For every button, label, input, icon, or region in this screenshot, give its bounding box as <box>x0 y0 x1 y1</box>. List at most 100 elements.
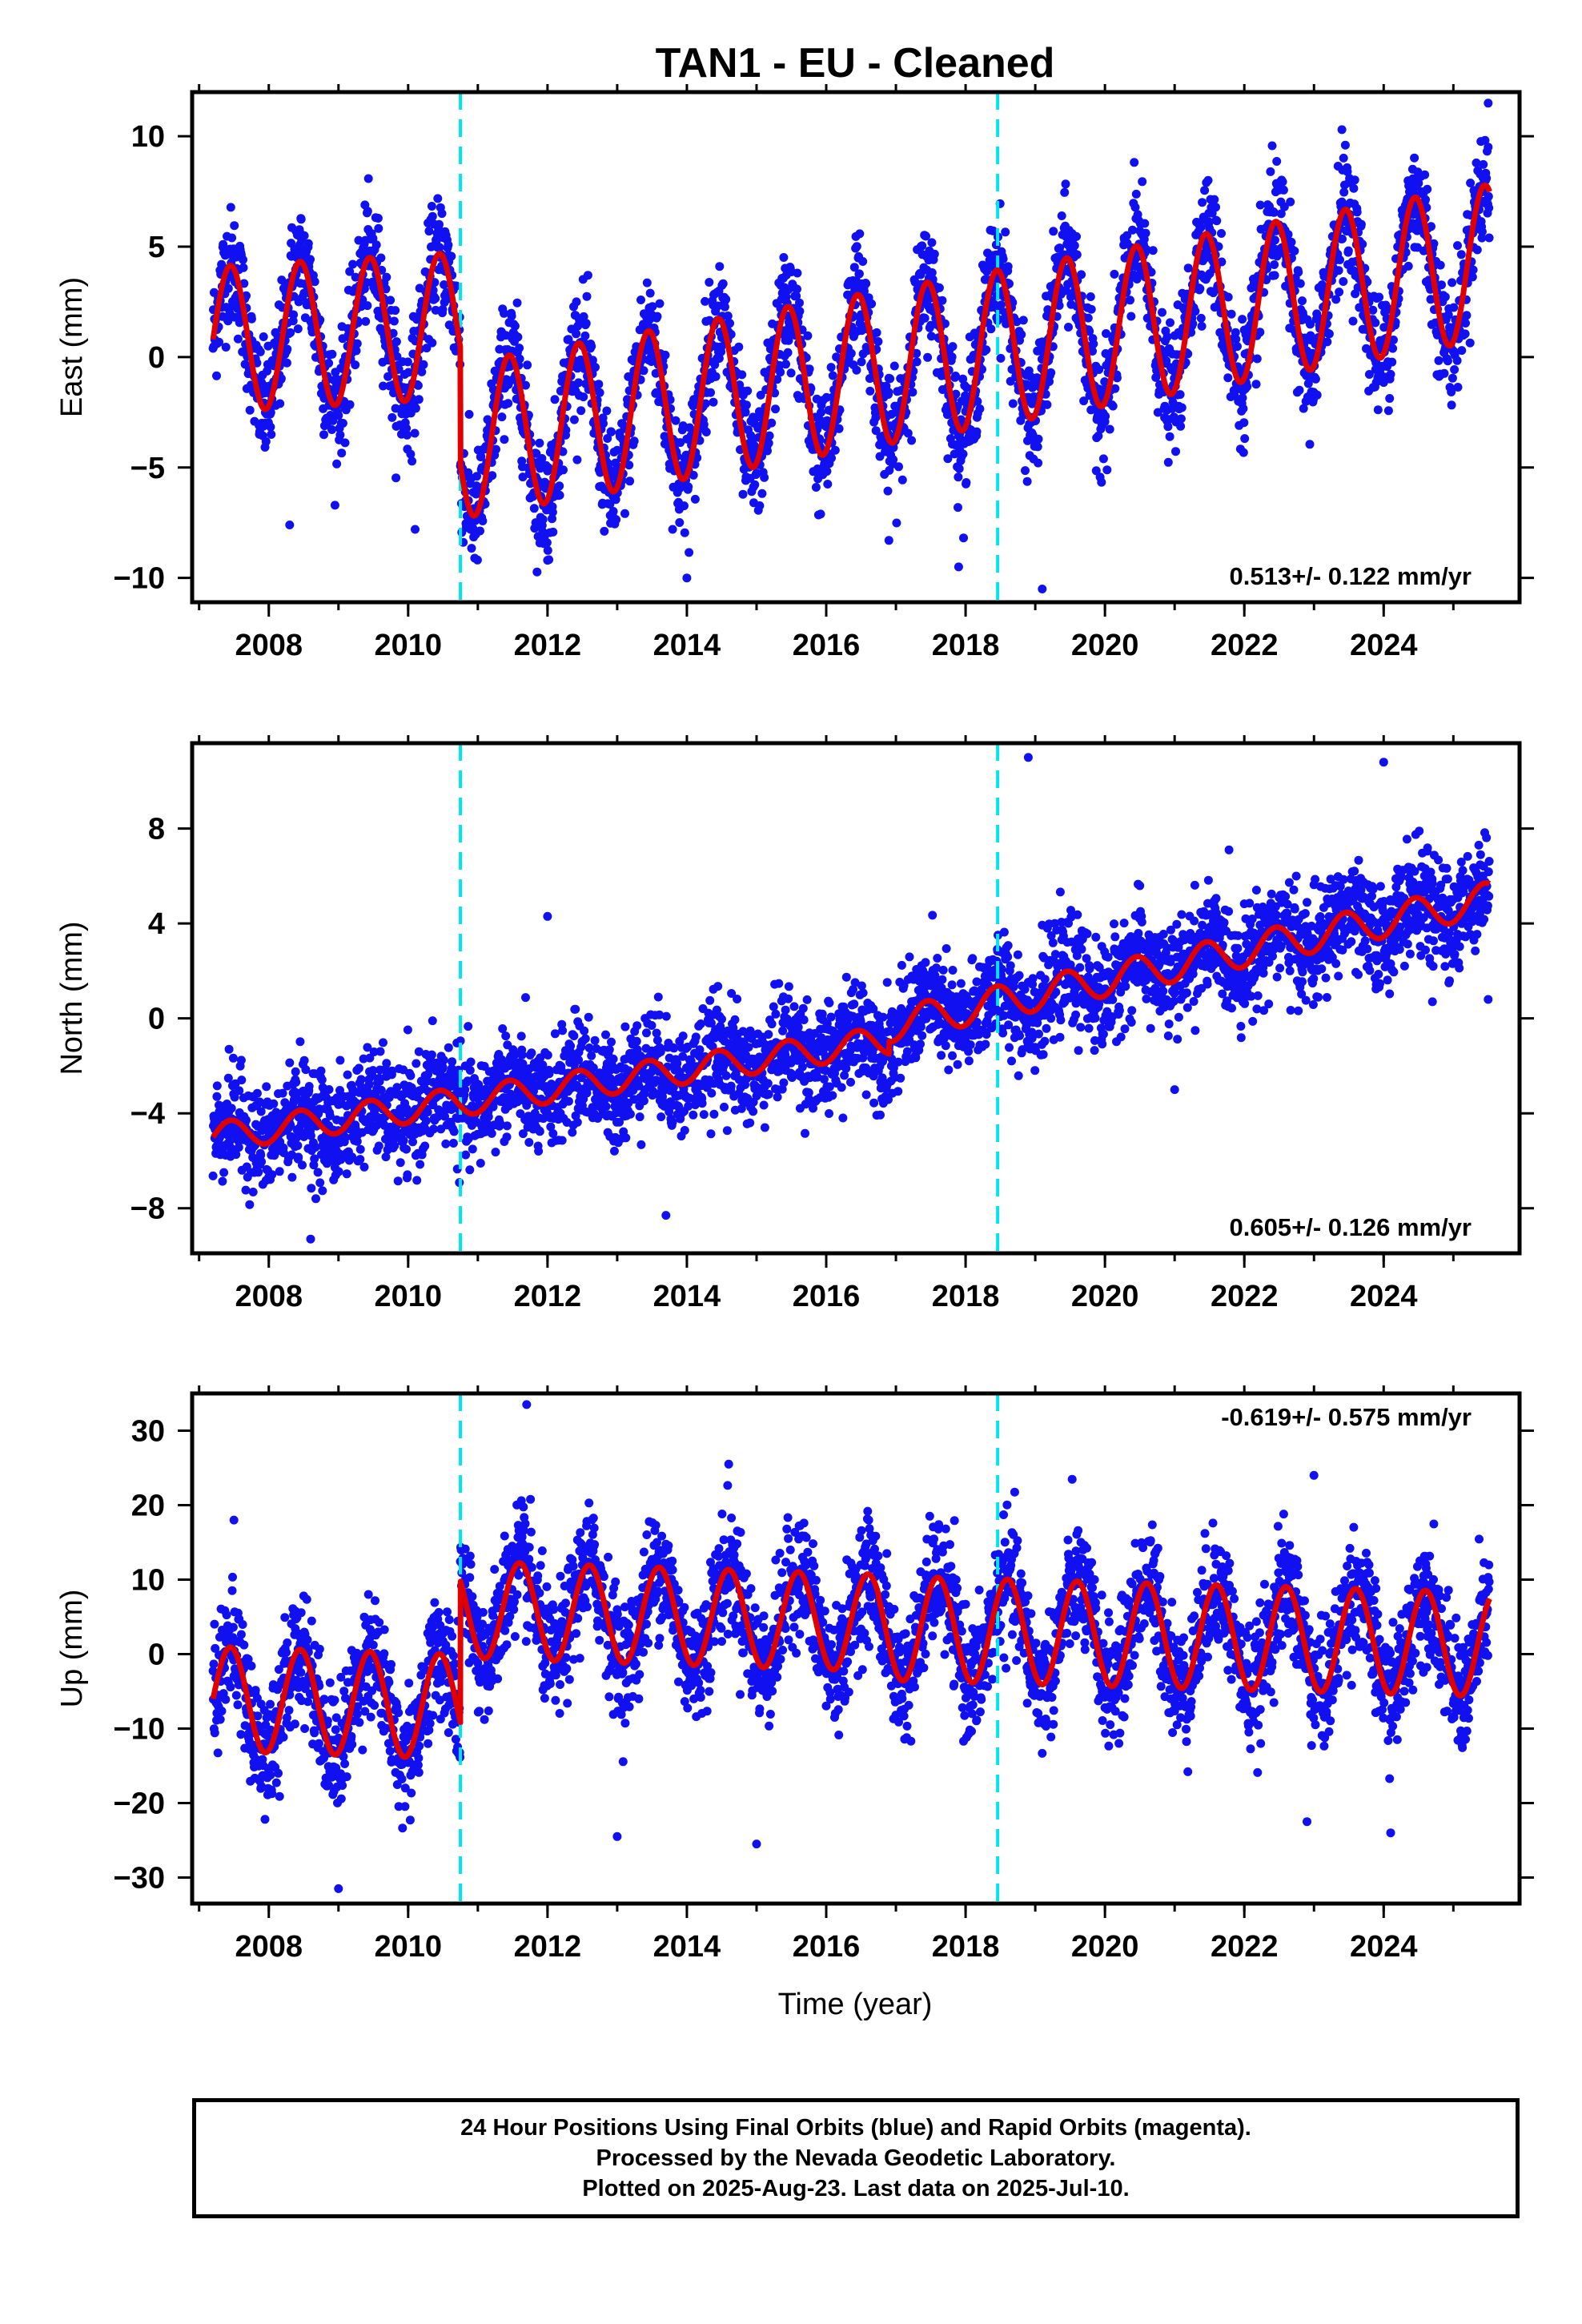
east-data-point <box>972 427 982 436</box>
east-data-point <box>1227 309 1236 319</box>
east-data-point <box>1003 262 1013 271</box>
east-data-point <box>403 357 412 367</box>
east-data-point <box>793 268 802 278</box>
east-data-point <box>655 299 665 308</box>
east-data-point <box>1450 365 1460 374</box>
north-data-point <box>218 1176 227 1186</box>
east-data-point <box>954 464 964 473</box>
east-data-point <box>1176 421 1186 431</box>
east-data-point <box>1461 319 1470 328</box>
east-data-point <box>1468 265 1478 275</box>
east-data-point <box>705 278 714 287</box>
east-data-point <box>1423 184 1432 194</box>
north-data-point <box>608 1054 618 1063</box>
east-data-point <box>1166 318 1174 328</box>
east-data-point <box>1352 207 1362 217</box>
east-data-point <box>391 337 401 347</box>
east-data-point <box>858 257 868 266</box>
east-data-point <box>1061 179 1070 189</box>
north-data-point <box>632 1036 641 1046</box>
north-data-point <box>254 1168 263 1177</box>
north-data-point <box>557 1136 567 1145</box>
east-data-point <box>1373 405 1383 415</box>
east-data-point <box>504 399 513 408</box>
east-data-point <box>332 459 342 468</box>
east-data-point <box>645 288 655 298</box>
east-data-point <box>1447 373 1457 383</box>
north-data-point <box>228 1053 238 1063</box>
east-data-point <box>1298 296 1307 306</box>
east-data-point <box>1386 369 1395 379</box>
east-data-point <box>1089 339 1098 348</box>
east-data-point <box>846 348 856 358</box>
east-data-point <box>873 337 883 346</box>
north-data-point <box>412 1176 422 1185</box>
east-data-point <box>1279 185 1288 195</box>
east-data-point <box>555 481 564 491</box>
east-data-point <box>334 411 343 420</box>
east-data-point <box>883 486 893 496</box>
east-data-point <box>861 279 871 288</box>
east-data-point <box>363 301 372 311</box>
east-data-point <box>684 482 693 492</box>
east-data-point <box>1435 260 1445 270</box>
east-data-point <box>227 233 237 243</box>
east-data-point <box>959 533 968 543</box>
east-data-point <box>1388 344 1398 353</box>
north-data-point <box>396 1158 405 1168</box>
east-data-point <box>1018 316 1028 325</box>
east-data-point <box>1034 458 1043 468</box>
east-data-point <box>743 386 753 396</box>
east-data-point <box>543 545 552 555</box>
east-data-point <box>1101 412 1110 421</box>
east-data-point <box>467 544 476 553</box>
east-data-point <box>548 514 556 524</box>
east-data-point <box>555 490 564 500</box>
north-data-point <box>335 1055 345 1065</box>
east-data-point <box>422 344 432 353</box>
north-data-point <box>502 1121 512 1131</box>
east-data-point <box>239 255 247 264</box>
east-data-point <box>706 388 715 397</box>
east-data-point <box>428 211 437 221</box>
east-data-point <box>975 404 985 413</box>
east-data-point <box>750 480 760 489</box>
east-data-point <box>572 455 582 464</box>
east-data-point <box>1177 403 1186 412</box>
north-data-point <box>241 1185 251 1195</box>
east-data-point <box>1049 227 1058 236</box>
north-plot-area <box>208 743 1494 1253</box>
east-data-point <box>424 227 434 236</box>
north-data-point <box>449 1127 459 1136</box>
east-data-point <box>351 360 360 370</box>
north-data-point <box>502 1132 512 1142</box>
east-data-point <box>1434 356 1443 365</box>
east-data-point <box>319 430 328 440</box>
east-x-tick-label: 2010 <box>375 629 443 662</box>
east-data-point <box>348 259 358 269</box>
east-data-point <box>828 371 837 380</box>
east-data-point <box>414 395 424 404</box>
north-data-point <box>315 1178 325 1188</box>
east-data-point <box>1271 235 1279 245</box>
east-data-point <box>1077 270 1086 279</box>
east-data-point <box>1196 223 1206 232</box>
north-data-point <box>354 1063 363 1073</box>
east-data-point <box>427 202 436 211</box>
east-data-point <box>1312 390 1322 400</box>
east-data-point <box>889 455 898 464</box>
east-data-point <box>685 548 694 557</box>
north-data-point <box>223 1073 233 1083</box>
north-data-point <box>423 1108 432 1117</box>
east-data-point <box>591 363 600 372</box>
east-data-point <box>431 294 440 304</box>
east-data-point <box>711 372 721 381</box>
east-data-point <box>948 342 958 352</box>
east-data-point <box>1251 380 1261 389</box>
east-data-point <box>852 365 861 375</box>
north-data-point <box>355 1144 365 1154</box>
north-data-point <box>564 1096 573 1106</box>
east-data-point <box>583 271 592 280</box>
east-data-point <box>998 254 1008 263</box>
east-data-point <box>1022 476 1032 486</box>
